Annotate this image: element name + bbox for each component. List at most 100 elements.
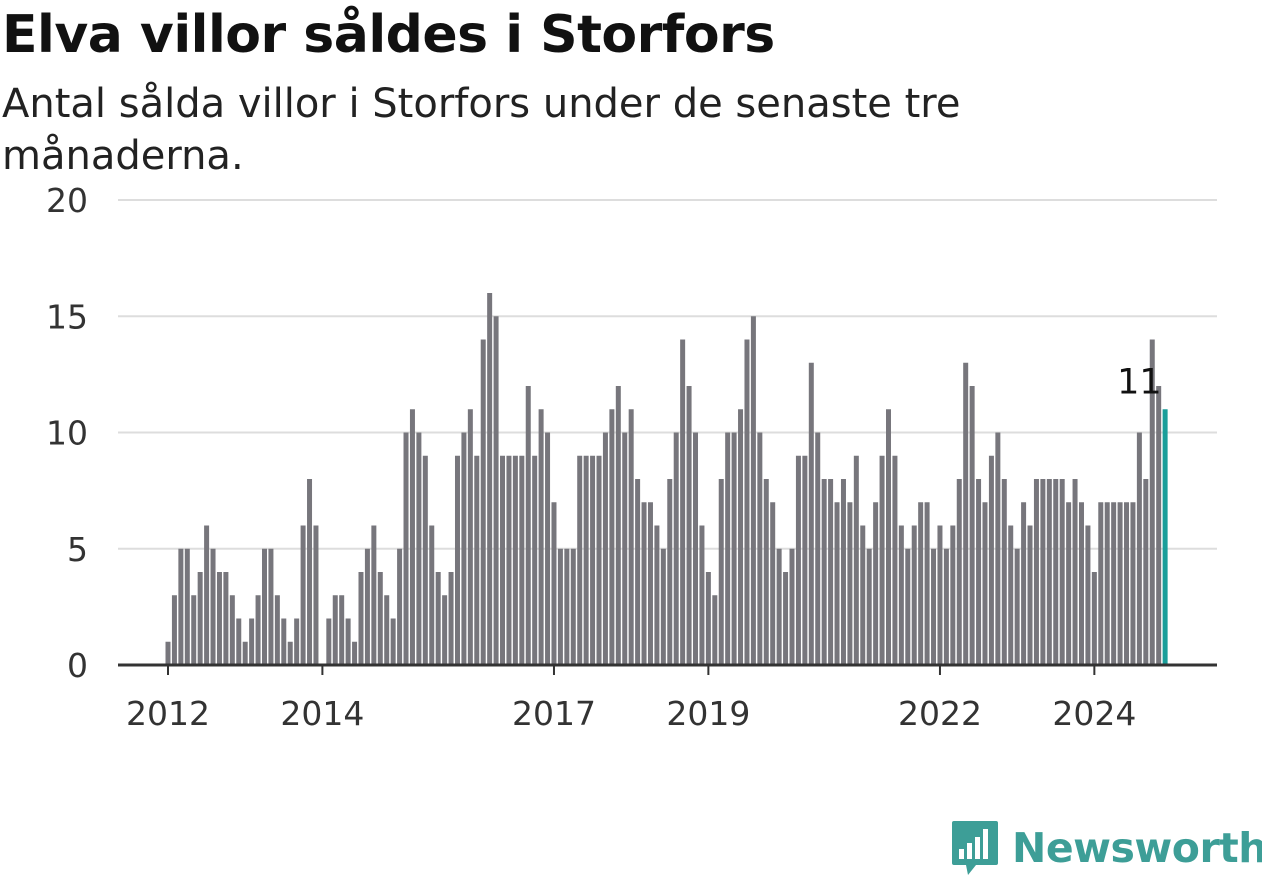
bar: [905, 548, 911, 665]
bar: [294, 618, 300, 665]
bar: [409, 409, 415, 665]
y-tick-label: 20: [46, 181, 88, 220]
bar: [950, 525, 956, 665]
bar: [680, 339, 686, 665]
bar: [384, 595, 390, 665]
bar: [403, 432, 409, 665]
bar: [776, 548, 782, 665]
chart-title: Elva villor såldes i Storfors: [2, 5, 775, 65]
bar: [873, 502, 879, 665]
bar: [461, 432, 467, 665]
bar: [757, 432, 763, 665]
annotations: 11: [1117, 362, 1162, 402]
bar: [204, 525, 210, 665]
bar: [976, 479, 982, 665]
bar: [454, 455, 460, 665]
bar: [783, 572, 789, 665]
bar: [808, 362, 814, 665]
bar: [969, 386, 975, 665]
highlight-bar: [1162, 409, 1168, 665]
bar: [1021, 502, 1027, 665]
bar: [924, 502, 930, 665]
bar: [918, 502, 924, 665]
bar: [667, 479, 673, 665]
bar: [1124, 502, 1130, 665]
bar: [641, 502, 647, 665]
bar: [249, 618, 255, 665]
bar: [216, 572, 222, 665]
bar: [467, 409, 473, 665]
bar: [191, 595, 197, 665]
y-tick-label: 0: [67, 646, 88, 685]
bar: [802, 455, 808, 665]
bar: [622, 432, 628, 665]
bar: [236, 618, 242, 665]
y-tick-label: 15: [46, 297, 88, 336]
bar: [184, 548, 190, 665]
bar: [879, 455, 885, 665]
bar: [313, 525, 319, 665]
bar: [545, 432, 551, 665]
bar: [647, 502, 653, 665]
bar: [615, 386, 621, 665]
bar: [596, 455, 602, 665]
bar: [911, 525, 917, 665]
bar: [165, 641, 171, 665]
bar: [442, 595, 448, 665]
bar: [892, 455, 898, 665]
bar: [770, 502, 776, 665]
bar: [995, 432, 1001, 665]
bar: [731, 432, 737, 665]
bar: [712, 595, 718, 665]
bar: [815, 432, 821, 665]
bar: [229, 595, 235, 665]
bar: [274, 595, 280, 665]
bar: [1046, 479, 1052, 665]
bar: [750, 316, 756, 665]
bar: [1091, 572, 1097, 665]
bar: [1136, 432, 1142, 665]
bar: [500, 455, 506, 665]
x-tick-label: 2022: [898, 694, 982, 733]
bar: [583, 455, 589, 665]
bar: [358, 572, 364, 665]
bar: [570, 548, 576, 665]
bar: [660, 548, 666, 665]
bar: [487, 293, 493, 665]
bar: [1104, 502, 1110, 665]
bar: [988, 455, 994, 665]
bar: [1098, 502, 1104, 665]
bar: [725, 432, 731, 665]
bar: [795, 455, 801, 665]
bar: [866, 548, 872, 665]
bar: [705, 572, 711, 665]
y-axis-ticks: 0 5 10 15 20: [46, 181, 88, 685]
bar: [1143, 479, 1149, 665]
chart-subtitle: Antal sålda villor i Storfors under de s…: [2, 81, 961, 179]
bar: [699, 525, 705, 665]
bar: [744, 339, 750, 665]
bar: [1059, 479, 1065, 665]
bar: [860, 525, 866, 665]
bar: [364, 548, 370, 665]
bar: [763, 479, 769, 665]
bar: [474, 455, 480, 665]
bar: [326, 618, 332, 665]
bar: [654, 525, 660, 665]
bar: [287, 641, 293, 665]
bar: [371, 525, 377, 665]
bar: [281, 618, 287, 665]
bar: [840, 479, 846, 665]
bar: [223, 572, 229, 665]
bar: [1078, 502, 1084, 665]
x-tick-label: 2014: [280, 694, 364, 733]
bar: [1072, 479, 1078, 665]
newsworthy-logo: Newsworthy: [950, 818, 1262, 878]
bar: [931, 548, 937, 665]
bar: [898, 525, 904, 665]
bar: [300, 525, 306, 665]
bar: [956, 479, 962, 665]
x-tick-label: 2019: [666, 694, 750, 733]
bar: [602, 432, 608, 665]
